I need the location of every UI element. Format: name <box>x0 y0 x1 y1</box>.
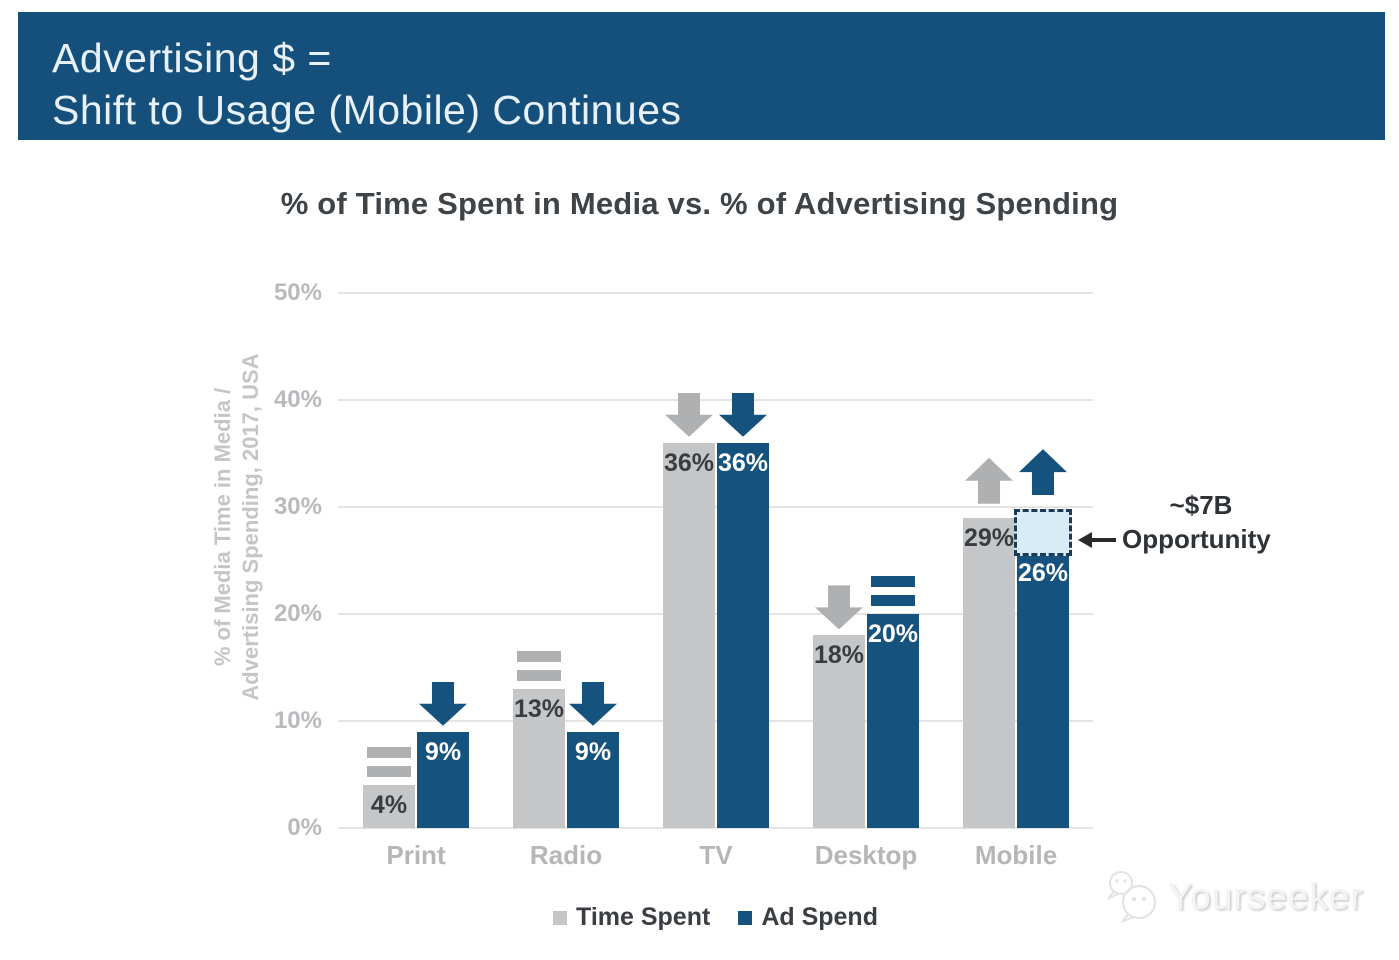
y-tick-label-50: 50% <box>273 279 322 306</box>
left-arrow-icon <box>1078 531 1116 549</box>
opportunity-box <box>1014 509 1072 556</box>
trend-down-arrow-icon-time-spent-desktop <box>815 585 863 630</box>
bar-ad-spend-desktop <box>867 614 919 828</box>
bar-time-spent-desktop <box>813 635 865 828</box>
bar-time-spent-mobile <box>963 517 1015 828</box>
opportunity-pointer-row: Opportunity <box>1078 524 1276 555</box>
bar-value-label-time-spent-radio: 13% <box>513 694 565 723</box>
bar-value-label-time-spent-mobile: 29% <box>963 523 1015 552</box>
y-tick-label-0: 0% <box>287 814 322 841</box>
y-tick-label-30: 30% <box>273 493 322 520</box>
trend-equal-icon-time-spent-print <box>367 747 411 778</box>
x-axis-label-desktop: Desktop <box>814 840 918 870</box>
header-banner: Advertising $ = Shift to Usage (Mobile) … <box>18 12 1385 140</box>
legend-swatch-ad-spend <box>738 910 753 925</box>
trend-up-arrow-icon-time-spent-mobile <box>965 457 1013 504</box>
bar-time-spent-print <box>363 785 415 828</box>
chart-title: % of Time Spent in Media vs. % of Advert… <box>280 186 1119 221</box>
gridline-40 <box>338 399 1093 401</box>
bar-time-spent-radio <box>513 688 565 828</box>
gridline-30 <box>338 506 1093 508</box>
legend-swatch-time-spent <box>553 910 568 925</box>
gridline-0 <box>338 827 1093 829</box>
banner-title-line1: Advertising $ = <box>52 35 332 81</box>
legend-label-time-spent: Time Spent <box>576 903 711 931</box>
bar-value-label-ad-spend-radio: 9% <box>574 737 612 766</box>
legend: Time Spent Ad Spend <box>338 903 1093 932</box>
x-axis-label-mobile: Mobile <box>974 840 1058 870</box>
yourseeker-logo-icon <box>1106 871 1156 924</box>
gridline-50 <box>338 292 1093 294</box>
bar-ad-spend-mobile <box>1017 549 1069 828</box>
bar-value-label-ad-spend-mobile: 26% <box>1017 558 1069 587</box>
bar-value-label-time-spent-desktop: 18% <box>813 641 865 670</box>
watermark-text: Yourseeker <box>1168 876 1364 917</box>
gridline-20 <box>338 613 1093 615</box>
banner-title-line2: Shift to Usage (Mobile) Continues <box>52 87 682 133</box>
legend-label-ad-spend: Ad Spend <box>761 903 878 931</box>
bar-value-label-ad-spend-desktop: 20% <box>867 620 919 648</box>
legend-item-ad-spend: Ad Spend <box>738 903 878 932</box>
bar-value-label-ad-spend-print: 9% <box>424 737 462 766</box>
bar-value-label-time-spent-print: 4% <box>370 791 408 820</box>
trend-equal-icon-ad-spend-desktop <box>871 576 915 606</box>
y-tick-label-20: 20% <box>273 600 322 627</box>
x-axis-label-print: Print <box>386 840 446 870</box>
legend-item-time-spent: Time Spent <box>553 903 710 932</box>
y-tick-label-10: 10% <box>273 707 322 734</box>
bar-ad-spend-print <box>417 731 469 828</box>
bar-value-label-time-spent-tv: 36% <box>663 448 715 477</box>
bar-ad-spend-radio <box>567 731 619 828</box>
x-axis-label-tv: TV <box>699 840 733 870</box>
y-tick-label-40: 40% <box>273 386 322 413</box>
bar-time-spent-tv <box>663 442 715 828</box>
bar-value-label-ad-spend-tv: 36% <box>717 448 769 477</box>
opportunity-value: ~$7B <box>1169 490 1233 520</box>
trend-up-arrow-icon-ad-spend-mobile <box>1019 449 1067 496</box>
watermark: Yourseeker <box>1104 868 1364 926</box>
x-axis-label-radio: Radio <box>529 840 603 870</box>
bar-ad-spend-tv <box>717 442 769 828</box>
opportunity-label: Opportunity <box>1122 524 1271 554</box>
trend-equal-icon-time-spent-radio <box>517 650 561 681</box>
gridline-10 <box>338 720 1093 722</box>
opportunity-annotation: ~$7B Opportunity <box>1078 490 1276 555</box>
